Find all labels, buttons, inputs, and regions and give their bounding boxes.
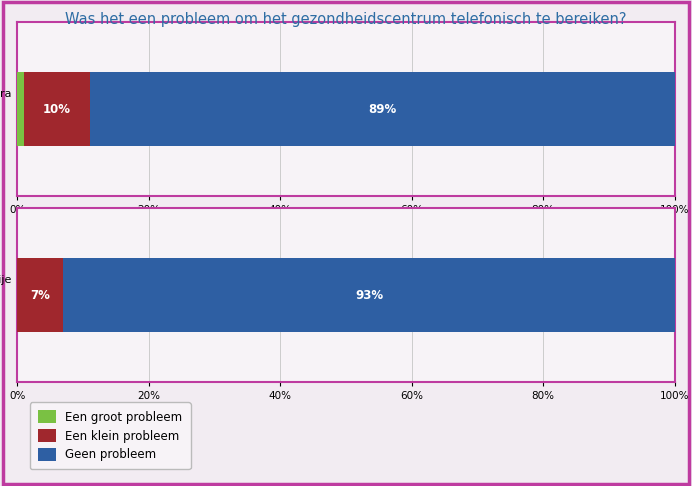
Bar <box>24 72 90 146</box>
Text: 89%: 89% <box>368 103 397 116</box>
Text: 93%: 93% <box>355 289 383 302</box>
Bar <box>17 72 24 146</box>
Bar <box>89 72 675 146</box>
Text: Was het een probleem om het gezondheidscentrum telefonisch te bereiken?: Was het een probleem om het gezondheidsc… <box>65 12 627 27</box>
Bar <box>17 258 64 332</box>
Text: 10%: 10% <box>43 103 71 116</box>
Legend: Een groot probleem, Een klein probleem, Geen probleem: Een groot probleem, Een klein probleem, … <box>30 402 190 469</box>
Bar <box>64 258 675 332</box>
Text: 7%: 7% <box>30 289 51 302</box>
